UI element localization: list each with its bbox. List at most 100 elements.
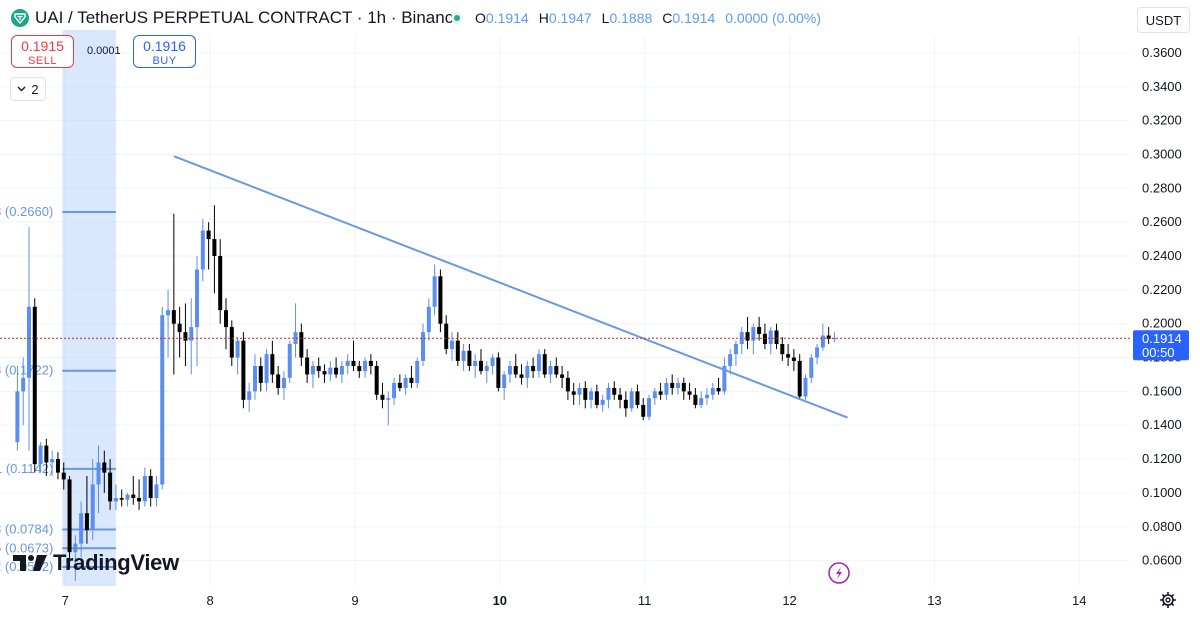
candle-body bbox=[409, 377, 414, 383]
price-tick-label: 0.2000 bbox=[1142, 316, 1182, 331]
candle-body bbox=[444, 323, 449, 350]
candle-body bbox=[768, 330, 773, 344]
candle-body bbox=[710, 388, 715, 395]
lightning-icon[interactable] bbox=[828, 562, 850, 584]
candle-body bbox=[589, 391, 594, 400]
descending-trendline[interactable] bbox=[173, 155, 848, 419]
candle-body bbox=[305, 357, 310, 375]
candle-body bbox=[363, 360, 368, 372]
candle-body bbox=[704, 394, 709, 399]
candle-body bbox=[345, 360, 350, 366]
settings-icon[interactable] bbox=[1160, 592, 1176, 608]
candle-body bbox=[195, 269, 200, 328]
sell-label: SELL bbox=[28, 55, 57, 67]
candle-body bbox=[803, 377, 808, 397]
candle-body bbox=[786, 354, 791, 358]
candle-body bbox=[676, 382, 680, 388]
candle-body bbox=[554, 366, 559, 375]
candle-body bbox=[629, 391, 634, 409]
candle-body bbox=[212, 239, 217, 256]
candle-body bbox=[438, 276, 443, 324]
time-tick-label: 7 bbox=[62, 593, 69, 608]
buy-button[interactable]: 0.1916 BUY bbox=[133, 35, 196, 68]
time-tick-label: 13 bbox=[927, 593, 941, 608]
tradingview-logo-icon bbox=[13, 555, 47, 571]
candle-body bbox=[791, 357, 796, 361]
indicators-toggle-button[interactable]: 2 bbox=[10, 77, 46, 101]
candle-body bbox=[536, 354, 541, 372]
candle-body bbox=[577, 388, 582, 395]
symbol-logo-icon bbox=[11, 9, 29, 27]
candle-body bbox=[594, 391, 599, 405]
candle-body bbox=[647, 398, 652, 417]
candle-body bbox=[154, 484, 159, 498]
symbol-title[interactable]: UAI / TetherUS PERPETUAL CONTRACT · 1h ·… bbox=[35, 8, 463, 27]
candle-body bbox=[809, 357, 814, 378]
high-value: 0.1947 bbox=[548, 10, 592, 26]
fib-level-label: 1 (0.1142) bbox=[0, 461, 53, 476]
candle-body bbox=[745, 332, 750, 341]
time-tick-label: 12 bbox=[782, 593, 796, 608]
price-tick-label: 0.2800 bbox=[1142, 180, 1182, 195]
candle-body bbox=[166, 310, 171, 316]
time-tick-label: 11 bbox=[638, 593, 652, 608]
price-tick-label: 0.0800 bbox=[1142, 519, 1182, 534]
price-tick-label: 0.3000 bbox=[1142, 146, 1182, 161]
candle-body bbox=[716, 388, 721, 392]
price-tick-label: 0.2600 bbox=[1142, 214, 1182, 229]
candle-body bbox=[270, 354, 275, 375]
chevron-down-icon bbox=[17, 86, 26, 92]
candle-body bbox=[380, 394, 385, 400]
currency-selector[interactable]: USDT bbox=[1137, 7, 1190, 33]
candle-body bbox=[26, 306, 31, 378]
spread-value: 0.0001 bbox=[87, 45, 121, 57]
candle-body bbox=[664, 382, 669, 395]
candle-body bbox=[560, 374, 565, 378]
price-axis[interactable]: 0.06000.08000.10000.12000.14000.16000.18… bbox=[1142, 45, 1182, 568]
candle-body bbox=[780, 344, 785, 355]
candle-body bbox=[531, 366, 536, 372]
time-axis[interactable]: 7 8 9 10 11 12 13 14 bbox=[62, 593, 1087, 608]
candle-body bbox=[177, 323, 182, 333]
candle-body bbox=[113, 498, 118, 502]
candle-body bbox=[525, 366, 530, 378]
candle-body bbox=[426, 306, 431, 333]
candle-body bbox=[258, 366, 263, 383]
sell-button[interactable]: 0.1915 SELL bbox=[11, 35, 74, 68]
close-value: 0.1914 bbox=[672, 10, 716, 26]
candle-body bbox=[386, 398, 391, 400]
candle-body bbox=[131, 494, 136, 498]
fib-level-label: 0.5 (0.0673) bbox=[0, 540, 53, 555]
candle-body bbox=[635, 391, 640, 405]
candle-body bbox=[565, 377, 570, 392]
candle-body bbox=[421, 332, 426, 361]
market-open-indicator bbox=[451, 12, 463, 24]
price-tick-label: 0.1400 bbox=[1142, 417, 1182, 432]
candle-body bbox=[652, 391, 657, 399]
candle-body bbox=[276, 374, 281, 388]
candle-body bbox=[728, 354, 733, 366]
candle-body bbox=[84, 513, 89, 531]
candle-body bbox=[826, 335, 831, 339]
candle-body bbox=[281, 377, 286, 388]
candle-body bbox=[328, 367, 333, 375]
candle-body bbox=[432, 276, 437, 307]
price-tick-label: 0.1000 bbox=[1142, 485, 1182, 500]
low-value: 0.1888 bbox=[609, 10, 653, 26]
candle-body bbox=[600, 399, 605, 405]
buy-price: 0.1916 bbox=[143, 38, 186, 54]
candle-countdown: 00:50 bbox=[1142, 345, 1175, 360]
time-tick-label: 14 bbox=[1072, 593, 1086, 608]
candle-body bbox=[357, 366, 362, 372]
candle-body bbox=[733, 344, 738, 355]
candle-body bbox=[757, 327, 762, 334]
time-tick-label: 10 bbox=[493, 593, 507, 608]
candle-body bbox=[722, 366, 727, 392]
candle-body bbox=[455, 340, 460, 361]
candle-body bbox=[392, 382, 397, 399]
candle-body bbox=[241, 340, 246, 400]
current-price-value: 0.1914 bbox=[1142, 331, 1182, 346]
price-tick-label: 0.3600 bbox=[1142, 45, 1182, 60]
candle-body bbox=[815, 347, 820, 358]
